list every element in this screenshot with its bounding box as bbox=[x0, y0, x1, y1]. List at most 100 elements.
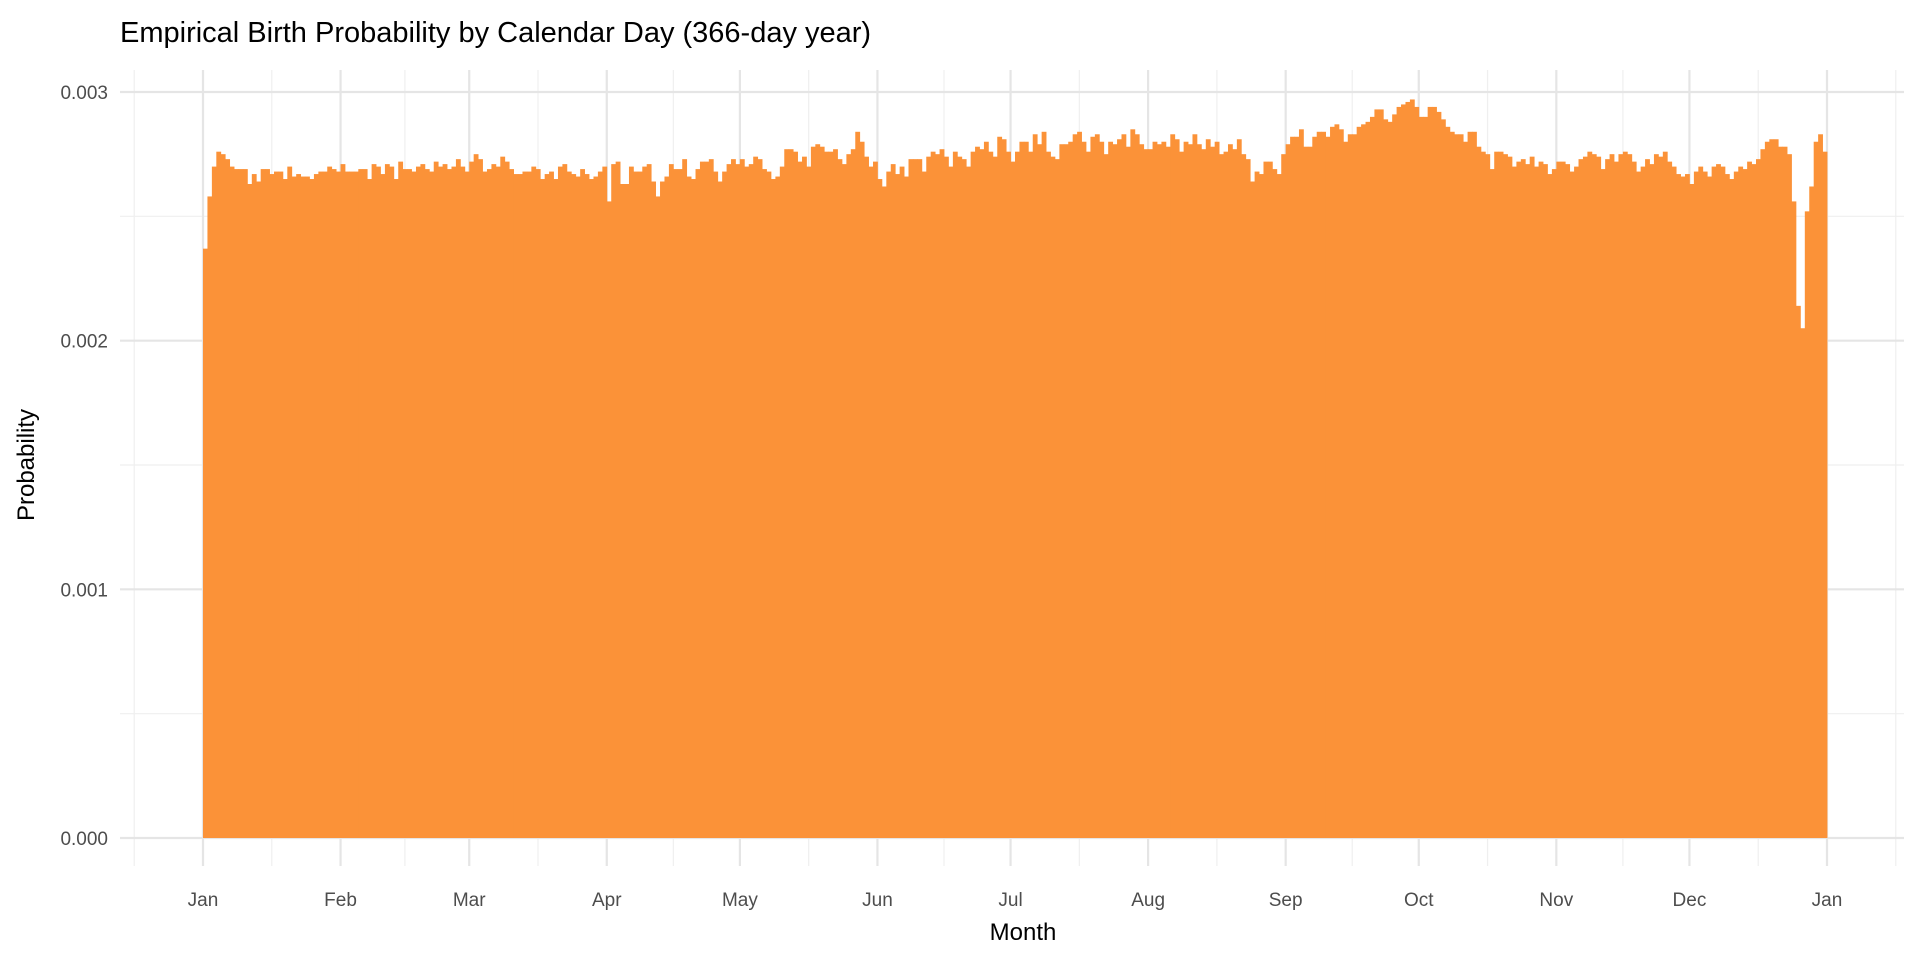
bar-day-128 bbox=[766, 171, 772, 838]
bar-day-1 bbox=[203, 248, 208, 838]
bar-day-82 bbox=[562, 164, 568, 838]
bar-day-210 bbox=[1130, 129, 1136, 839]
bar-day-31 bbox=[336, 171, 341, 838]
bar-day-156 bbox=[890, 164, 896, 838]
bar-day-124 bbox=[748, 164, 754, 838]
bar-day-126 bbox=[757, 159, 763, 838]
bar-day-290 bbox=[1485, 154, 1491, 838]
bar-day-222 bbox=[1183, 141, 1189, 838]
bar-day-207 bbox=[1117, 139, 1122, 838]
bar-day-44 bbox=[393, 179, 399, 839]
bar-day-51 bbox=[424, 169, 430, 838]
bar-day-28 bbox=[322, 171, 328, 838]
bar-day-65 bbox=[486, 169, 492, 838]
bar-day-133 bbox=[788, 149, 794, 838]
bar-day-154 bbox=[881, 186, 887, 838]
bar-day-173 bbox=[966, 166, 972, 839]
bar-day-338 bbox=[1698, 166, 1704, 839]
bar-day-308 bbox=[1565, 164, 1571, 838]
bar-day-184 bbox=[1015, 151, 1020, 838]
bar-day-90 bbox=[597, 171, 603, 838]
bar-day-244 bbox=[1281, 154, 1287, 838]
bar-day-148 bbox=[855, 131, 861, 838]
bar-day-22 bbox=[296, 174, 302, 838]
bar-day-9 bbox=[238, 169, 244, 838]
bar-day-195 bbox=[1063, 144, 1069, 839]
bar-day-48 bbox=[411, 171, 417, 838]
bar-day-109 bbox=[682, 159, 688, 838]
bar-day-2 bbox=[207, 196, 213, 838]
bar-day-364 bbox=[1813, 141, 1819, 838]
bar-day-350 bbox=[1751, 164, 1757, 838]
bar-day-243 bbox=[1276, 174, 1282, 838]
bar-day-333 bbox=[1676, 174, 1681, 838]
bar-day-313 bbox=[1587, 151, 1593, 838]
bar-day-238 bbox=[1254, 171, 1260, 838]
bar-day-214 bbox=[1148, 149, 1153, 838]
bar-day-157 bbox=[895, 174, 901, 838]
y-tick-label: 0.003 bbox=[60, 83, 108, 104]
bar-day-295 bbox=[1507, 156, 1513, 839]
bar-day-52 bbox=[429, 171, 435, 838]
x-axis-title: Month bbox=[990, 919, 1057, 946]
bar-day-212 bbox=[1139, 144, 1145, 839]
bar-day-125 bbox=[753, 156, 759, 839]
bar-day-291 bbox=[1489, 169, 1495, 838]
bar-day-41 bbox=[380, 174, 386, 838]
bar-day-118 bbox=[722, 171, 727, 838]
bar-day-40 bbox=[376, 166, 381, 839]
bar-day-73 bbox=[522, 171, 528, 838]
bar-day-209 bbox=[1125, 146, 1131, 838]
bar-day-320 bbox=[1618, 154, 1624, 838]
bar-day-176 bbox=[979, 149, 985, 838]
bar-day-303 bbox=[1543, 164, 1548, 838]
bar-day-134 bbox=[793, 151, 798, 838]
bar-day-8 bbox=[234, 169, 239, 838]
bar-day-189 bbox=[1037, 144, 1043, 839]
bar-day-230 bbox=[1219, 154, 1224, 838]
bar-day-180 bbox=[997, 136, 1003, 838]
bar-day-285 bbox=[1463, 141, 1468, 838]
bar-day-328 bbox=[1653, 154, 1659, 838]
bar-day-347 bbox=[1738, 166, 1744, 839]
bar-day-94 bbox=[615, 161, 621, 839]
x-tick-label-oct: Oct bbox=[1404, 890, 1434, 911]
bar-day-24 bbox=[305, 176, 310, 839]
bar-day-179 bbox=[992, 156, 998, 839]
bar-day-130 bbox=[775, 176, 781, 839]
bar-day-116 bbox=[713, 171, 719, 838]
bar-day-220 bbox=[1174, 139, 1180, 838]
x-tick-label-aug: Aug bbox=[1131, 890, 1165, 911]
bar-day-259 bbox=[1347, 134, 1353, 839]
x-tick-label-jun: Jun bbox=[862, 890, 893, 911]
bar-day-349 bbox=[1747, 161, 1752, 839]
bar-day-97 bbox=[628, 166, 634, 839]
bar-day-160 bbox=[908, 159, 914, 838]
bar-day-241 bbox=[1267, 161, 1273, 839]
bar-day-252 bbox=[1316, 131, 1322, 838]
bar-day-311 bbox=[1578, 159, 1584, 838]
bar-day-239 bbox=[1259, 174, 1264, 838]
bar-day-193 bbox=[1054, 159, 1060, 838]
bar-day-198 bbox=[1077, 131, 1082, 838]
bar-day-196 bbox=[1068, 141, 1074, 838]
bar-day-293 bbox=[1498, 151, 1504, 838]
bar-day-310 bbox=[1574, 166, 1579, 839]
bar-day-326 bbox=[1645, 159, 1650, 838]
x-tick-label-dec: Dec bbox=[1673, 890, 1707, 911]
bar-day-199 bbox=[1081, 141, 1087, 838]
bar-day-260 bbox=[1352, 134, 1358, 839]
bar-day-152 bbox=[873, 161, 878, 839]
bar-day-149 bbox=[859, 141, 865, 838]
bar-day-7 bbox=[229, 166, 235, 839]
bar-day-225 bbox=[1196, 144, 1202, 839]
bar-day-70 bbox=[509, 169, 515, 838]
bar-day-121 bbox=[735, 164, 741, 838]
bar-day-352 bbox=[1760, 149, 1766, 838]
bar-day-131 bbox=[779, 166, 785, 839]
bar-day-268 bbox=[1387, 121, 1393, 839]
bar-day-194 bbox=[1059, 144, 1065, 839]
bar-day-21 bbox=[291, 176, 297, 839]
bar-day-132 bbox=[784, 149, 790, 838]
